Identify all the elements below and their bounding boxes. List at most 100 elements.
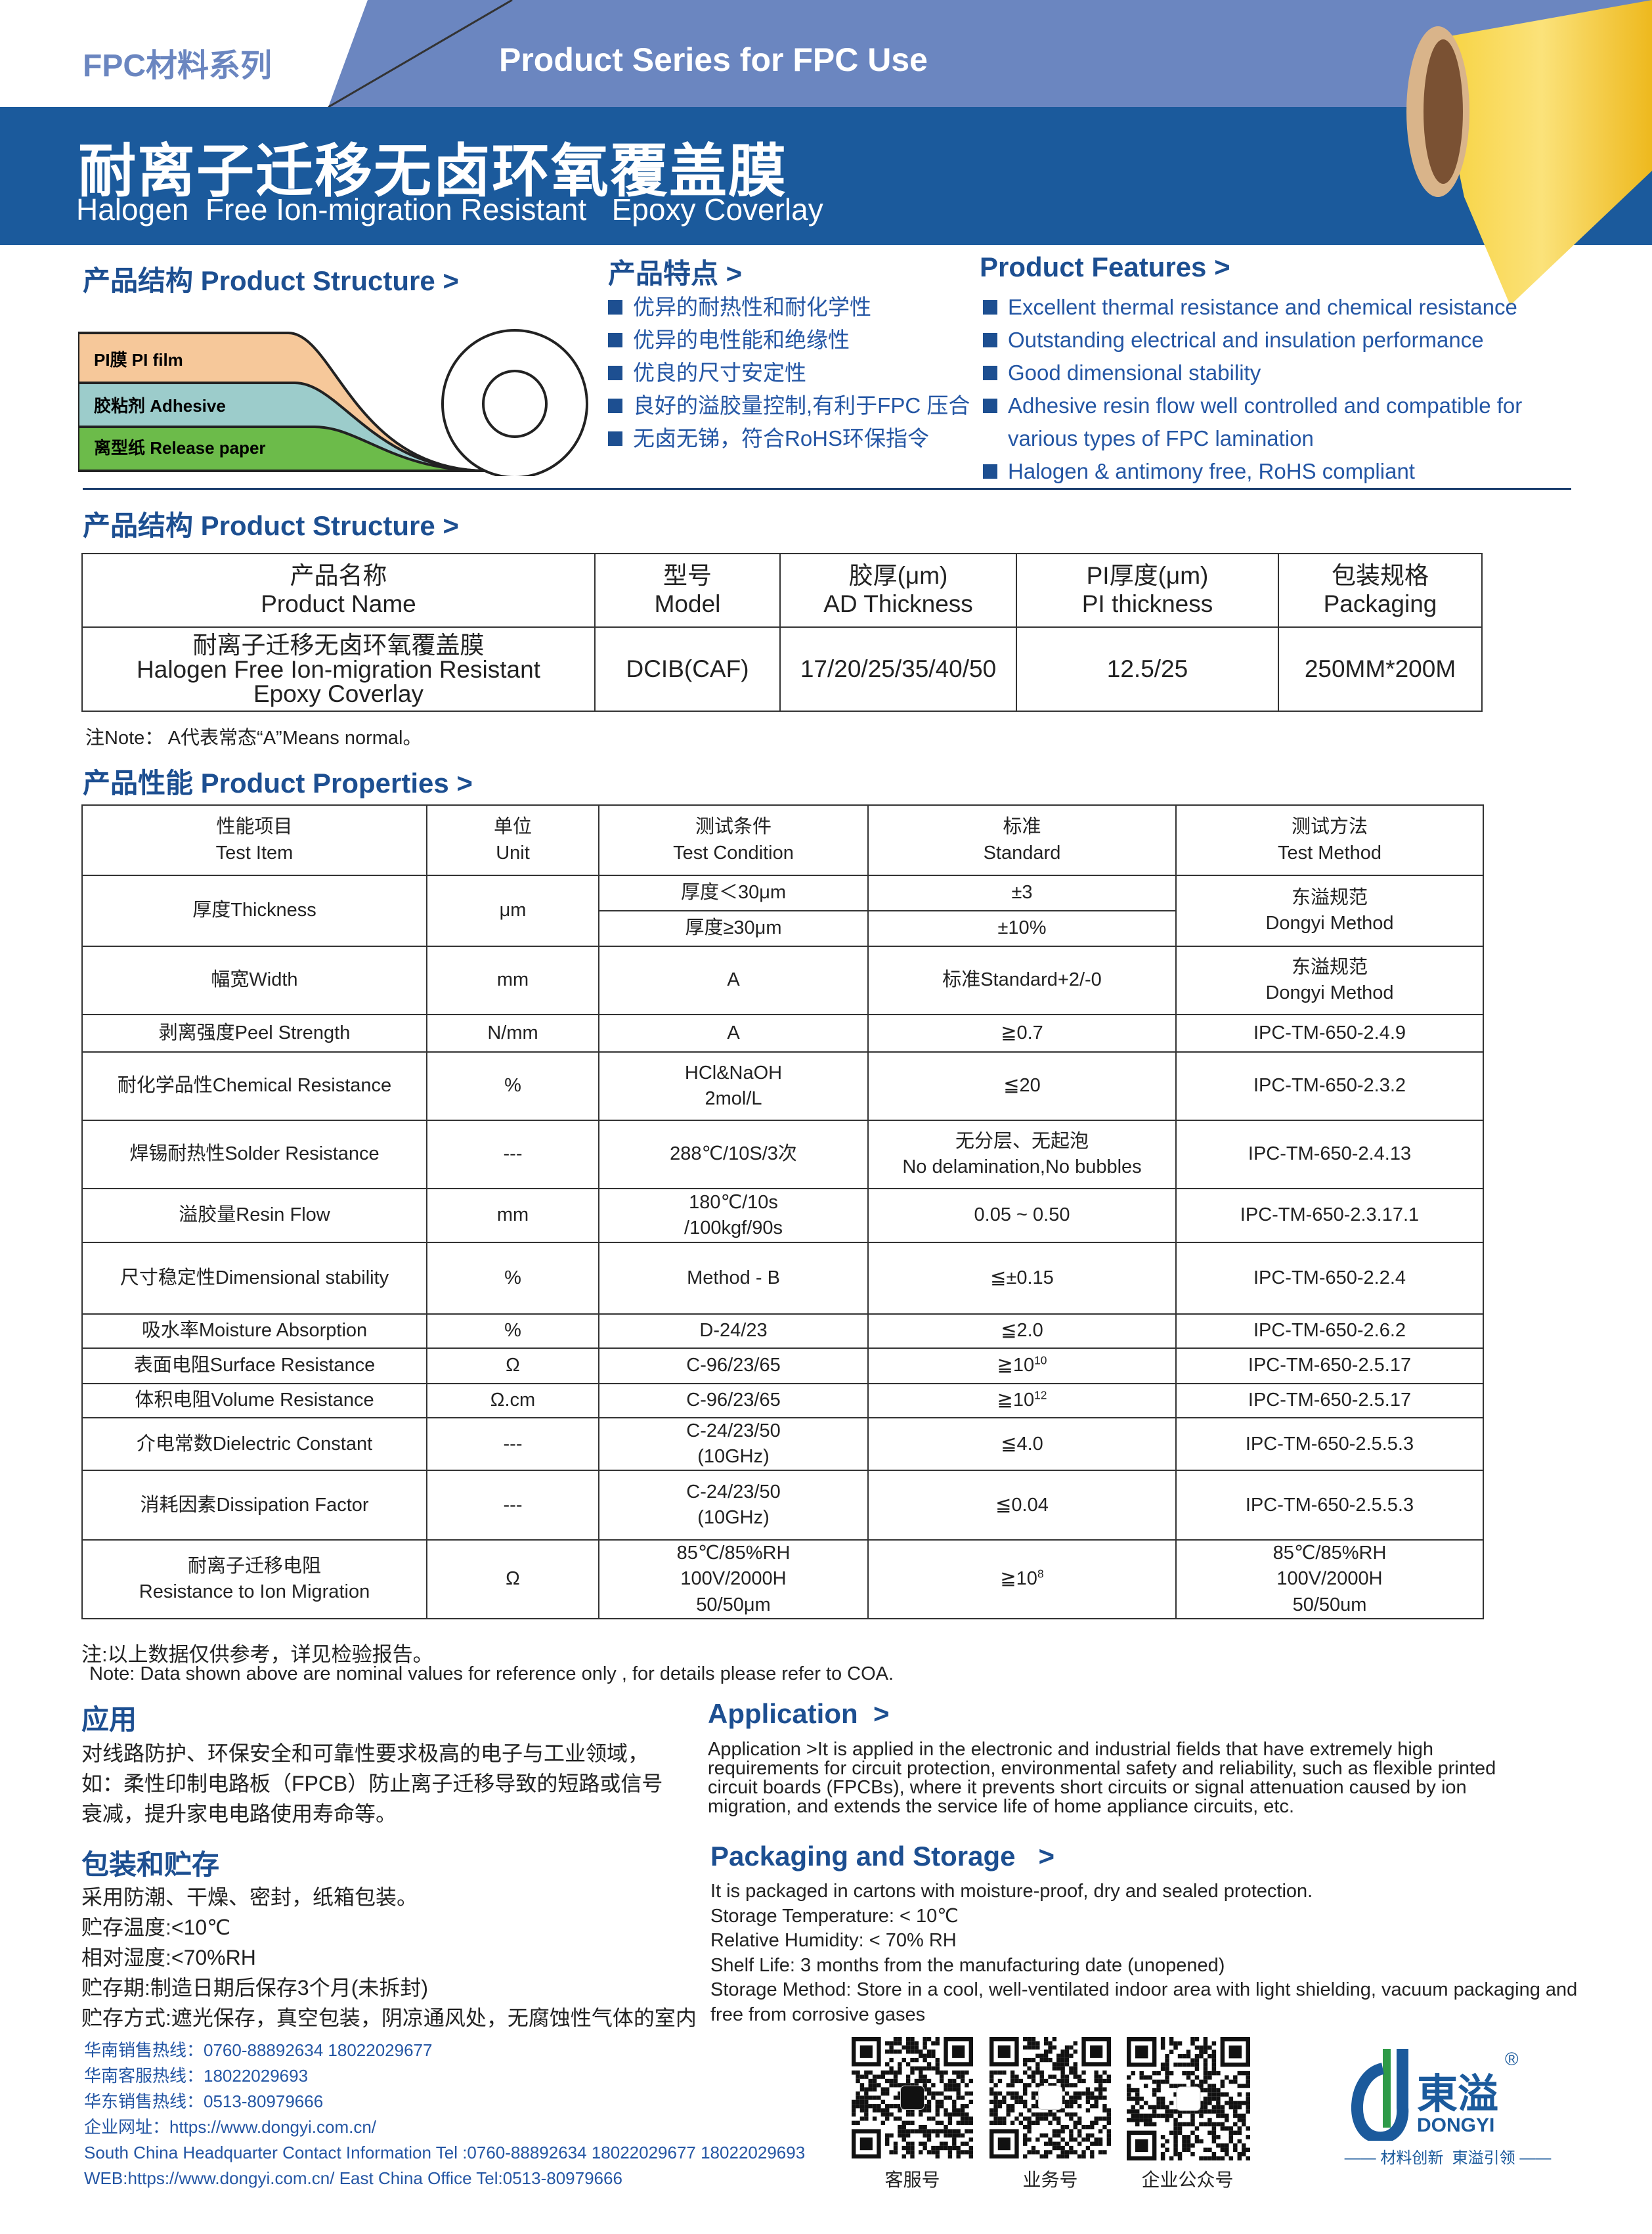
item-cell: 消耗因素Dissipation Factor bbox=[81, 1470, 427, 1541]
logo-name-en: DONGYI bbox=[1417, 2114, 1495, 2136]
divider bbox=[83, 488, 1571, 490]
header-cell: 测试条件 Test Condition bbox=[598, 804, 869, 876]
table-row: 厚度Thickness μm 厚度＜30μm ±3 东溢规范 Dongyi Met… bbox=[81, 875, 1484, 947]
bullet-icon bbox=[983, 464, 997, 479]
item-cell: 体积电阻Volume Resistance bbox=[81, 1383, 427, 1418]
unit-cell: mm bbox=[426, 946, 599, 1015]
table-row: 耐离子迁移电阻 Resistance to Ion Migration Ω 85℃/8… bbox=[81, 1539, 1484, 1619]
table-row: 消耗因素Dissipation Factor --- C-24/23/50 (10GH… bbox=[81, 1470, 1484, 1541]
table-row: 剥离强度Peel Strength N/mm A ≧0.7 IPC-TM-650-2.4… bbox=[81, 1014, 1484, 1053]
standard-cell: 0.05 ~ 0.50 bbox=[867, 1188, 1177, 1243]
features-en-heading: Product Features > bbox=[980, 252, 1230, 282]
packaging-heading-en: Packaging and Storage > bbox=[710, 1841, 1054, 1872]
packaging-text-en: It is packaged in cartons with moisture-… bbox=[710, 1881, 1578, 2025]
qr-code-business[interactable] bbox=[989, 2037, 1111, 2160]
method-cell: IPC-TM-650-2.3.2 bbox=[1175, 1051, 1484, 1121]
item-cell: 厚度Thickness bbox=[81, 875, 427, 947]
method-cell: IPC-TM-650-2.3.17.1 bbox=[1175, 1188, 1484, 1243]
unit-cell: mm bbox=[426, 1188, 599, 1243]
model-cell: DCIB(CAF) bbox=[594, 626, 781, 712]
table-header-row: 产品名称 Product Name 型号 Model 胶厚(μm) AD Thickn… bbox=[81, 553, 1483, 628]
series-label-en: Product Series for FPC Use bbox=[499, 41, 928, 78]
table-row: 耐离子迁移无卤环氧覆盖膜 Halogen Free Ion-migration R… bbox=[81, 626, 1483, 712]
header-cell: 标准 Standard bbox=[867, 804, 1177, 876]
header-cell: 胶厚(μm) AD Thickness bbox=[779, 553, 1017, 628]
properties-note-cn: 注:以上数据仅供参考，详见检验报告。 bbox=[81, 1643, 433, 1666]
item-cell: 表面电阻Surface Resistance bbox=[81, 1347, 427, 1384]
header-cell: 单位 Unit bbox=[426, 804, 599, 876]
table-row: 厚度≥30μm ±10% bbox=[82, 910, 1483, 947]
bullet-icon bbox=[983, 366, 997, 380]
page-title: 耐离子迁移无卤环氧覆盖膜 bbox=[78, 139, 788, 204]
properties-table: 性能项目 Test Item 单位 Unit 测试条件 Test Condition … bbox=[81, 804, 1484, 1619]
application-text-en: Application >It is applied in the electr… bbox=[708, 1739, 1496, 1817]
item-cell: 介电常数Dielectric Constant bbox=[81, 1416, 427, 1472]
pi-thickness-cell: 12.5/25 bbox=[1016, 626, 1279, 712]
method-cell: 东溢规范 Dongyi Method bbox=[1175, 875, 1484, 947]
method-cell: IPC-TM-650-2.5.17 bbox=[1175, 1383, 1484, 1418]
condition-cell: HCl&NaOH 2mol/L bbox=[598, 1051, 869, 1121]
unit-cell: --- bbox=[426, 1416, 599, 1472]
feature-item: Outstanding electrical and insulation pe… bbox=[983, 324, 1522, 357]
product-name-cell: 耐离子迁移无卤环氧覆盖膜 Halogen Free Ion-migration R… bbox=[81, 626, 596, 712]
standard-cell: ≦4.0 bbox=[867, 1416, 1177, 1472]
application-text-cn: 对线路防护、环保安全和可靠性要求极高的电子与工业领域， 如：柔性印制电路板（FPC… bbox=[81, 1741, 663, 1826]
header-band bbox=[328, 0, 1652, 107]
feature-item: 优异的电性能和绝缘性 bbox=[608, 324, 970, 357]
logo-slogan: —— 材料创新 東溢引领 —— bbox=[1344, 2149, 1552, 2167]
method-cell: IPC-TM-650-2.5.5.3 bbox=[1175, 1470, 1484, 1541]
unit-cell: --- bbox=[426, 1470, 599, 1541]
item-cell: 剥离强度Peel Strength bbox=[81, 1014, 427, 1053]
standard-cell: ≧0.7 bbox=[867, 1014, 1177, 1053]
unit-cell: Ω bbox=[426, 1539, 599, 1619]
structure-diagram: PI膜 PI film 胶粘剂 Adhesive 离型纸 Release pap… bbox=[78, 329, 588, 476]
unit-cell: Ω bbox=[426, 1347, 599, 1384]
properties-note-en: Note: Data shown above are nominal value… bbox=[89, 1663, 894, 1684]
application-heading-en: Application > bbox=[708, 1698, 890, 1729]
unit-cell: μm bbox=[426, 875, 599, 947]
standard-cell: ±10% bbox=[867, 910, 1177, 947]
bullet-icon bbox=[983, 333, 997, 347]
table-row: 焊锡耐热性Solder Resistance --- 288℃/10S/3次 无分层、… bbox=[81, 1120, 1484, 1189]
series-label-cn: FPC材料系列 bbox=[83, 49, 272, 83]
standard-cell: ≦20 bbox=[867, 1051, 1177, 1121]
feature-item: 优异的耐热性和耐化学性 bbox=[608, 291, 970, 324]
method-cell: 85℃/85%RH 100V/2000H 50/50um bbox=[1175, 1539, 1484, 1619]
contact-line: 华南销售热线：0760-88892634 18022029677 bbox=[84, 2040, 433, 2060]
item-cell: 溢胶量Resin Flow bbox=[81, 1188, 427, 1243]
condition-cell: D-24/23 bbox=[598, 1313, 869, 1349]
standard-cell: 标准Standard+2/-0 bbox=[867, 946, 1177, 1015]
product-note: 注Note： A代表常态“A”Means normal。 bbox=[85, 728, 422, 749]
method-cell: IPC-TM-650-2.4.13 bbox=[1175, 1120, 1484, 1189]
unit-cell: % bbox=[426, 1242, 599, 1315]
feature-item: Good dimensional stability bbox=[983, 357, 1522, 389]
qr-code-official-account[interactable] bbox=[1127, 2037, 1250, 2160]
contact-line: WEB:https://www.dongyi.com.cn/ East Chin… bbox=[84, 2168, 622, 2188]
standard-cell: ±3 bbox=[867, 875, 1177, 911]
item-cell: 焊锡耐热性Solder Resistance bbox=[81, 1120, 427, 1189]
feature-item-continued: various types of FPC lamination bbox=[1008, 426, 1314, 450]
qr-code-service[interactable] bbox=[852, 2037, 973, 2160]
page-subtitle: Halogen Free Ion-migration Resistant Epo… bbox=[76, 192, 823, 227]
unit-cell: % bbox=[426, 1313, 599, 1349]
unit-cell: --- bbox=[426, 1120, 599, 1189]
item-cell: 耐离子迁移电阻 Resistance to Ion Migration bbox=[81, 1539, 427, 1619]
registered-mark: ® bbox=[1505, 2049, 1519, 2069]
contact-info: 华南销售热线：0760-88892634 18022029677 华南客服热线：… bbox=[84, 2038, 805, 2191]
header-cell: PI厚度(μm) PI thickness bbox=[1016, 553, 1279, 628]
table-row: 溢胶量Resin Flow mm 180℃/10s/100kgf/90s 0.05 ~… bbox=[81, 1188, 1484, 1243]
method-cell: IPC-TM-650-2.5.17 bbox=[1175, 1347, 1484, 1384]
website-link[interactable]: 企业网址：https://www.dongyi.com.cn/ bbox=[84, 2117, 377, 2137]
method-cell: 东溢规范 Dongyi Method bbox=[1175, 946, 1484, 1015]
standard-cell: 无分层、无起泡 No delamination,No bubbles bbox=[867, 1120, 1177, 1189]
method-cell: IPC-TM-650-2.6.2 bbox=[1175, 1313, 1484, 1349]
item-cell: 耐化学品性Chemical Resistance bbox=[81, 1051, 427, 1121]
condition-cell: 厚度＜30μm bbox=[598, 875, 869, 911]
features-cn-list: 优异的耐热性和耐化学性 优异的电性能和绝缘性 优良的尺寸安定性 良好的溢胶量控制… bbox=[608, 291, 970, 455]
header-cell: 产品名称 Product Name bbox=[81, 553, 596, 628]
header-cell: 测试方法 Test Method bbox=[1175, 804, 1484, 876]
feature-item: Halogen & antimony free, RoHS compliant bbox=[983, 455, 1522, 488]
header-cell: 性能项目 Test Item bbox=[81, 804, 427, 876]
condition-cell: 180℃/10s/100kgf/90s bbox=[598, 1188, 869, 1243]
condition-cell: C-96/23/65 bbox=[598, 1347, 869, 1384]
